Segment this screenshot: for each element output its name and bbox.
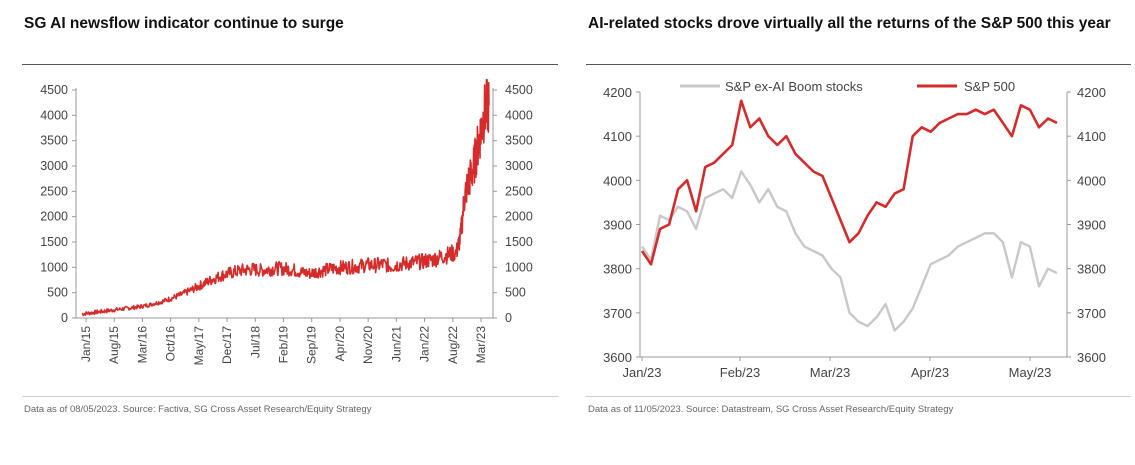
y-right-tick-label: 0 [505,311,512,325]
x-tick-label: Nov/20 [361,326,375,364]
x-tick-label: Mar/23 [810,365,850,380]
right-chart-panel: AI-related stocks drove virtually all th… [580,0,1135,451]
sp500-series-line [640,99,1058,266]
x-tick-label: May/23 [1009,365,1052,380]
left-chart-plot: 0 500 1000 1500 2000 2500 3000 3500 4000 4500 0 500… [40,78,533,366]
x-tick-label: Jun/21 [389,326,403,362]
y-left-tick-label: 4200 [603,85,632,100]
x-tick-label: Mar/16 [135,326,149,364]
left-source-rule [22,396,558,397]
left-chart-title: SG AI newsflow indicator continue to sur… [24,15,344,32]
right-chart-source: Data as of 11/05/2023. Source: Datastrea… [588,404,954,415]
y-right-tick-label: 3800 [1077,262,1106,277]
newsflow-series-line [81,78,490,317]
x-tick-label: Feb/23 [720,365,760,380]
x-tick-label: Apr/20 [333,326,347,362]
y-right-tick-label: 3700 [1077,306,1106,321]
y-left-tick-label: 4000 [40,108,68,122]
x-tick-label: Sep/19 [305,326,319,364]
y-left-tick-label: 3500 [40,134,68,148]
y-right-tick-label: 4200 [1077,85,1106,100]
x-tick-label: Aug/22 [446,326,460,364]
y-left-tick-label: 500 [47,286,68,300]
y-left-tick-label: 3000 [40,159,68,173]
y-right-tick-label: 2000 [505,210,533,224]
x-tick-label: Mar/23 [474,326,488,364]
x-tick-label: May/17 [192,326,206,366]
y-left-tick-label: 4000 [603,173,632,188]
y-right-tick-label: 3500 [505,134,533,148]
left-chart-source: Data as of 08/05/2023. Source: Factiva, … [24,404,372,415]
x-tick-label: Apr/23 [911,365,949,380]
y-left-tick-label: 2500 [40,184,68,198]
x-tick-label: Jul/18 [248,326,262,358]
y-left-tick-label: 4100 [603,129,632,144]
right-chart-plot: 3600 3700 3800 3900 4000 4100 4200 3600 3700 3800… [603,79,1106,380]
x-tick-label: Feb/19 [277,326,291,364]
x-tick-label: Jan/23 [622,365,661,380]
legend-label: S&P ex-AI Boom stocks [725,79,863,94]
right-source-rule [586,396,1131,397]
y-right-tick-label: 3000 [505,159,533,173]
y-left-tick-label: 2000 [40,210,68,224]
y-right-tick-label: 4000 [1077,173,1106,188]
y-left-tick-label: 3600 [603,350,632,365]
x-tick-label: Aug/15 [107,326,121,364]
y-left-tick-label: 4500 [40,83,68,97]
right-chart-title: AI-related stocks drove virtually all th… [588,15,1111,32]
left-chart-panel: SG AI newsflow indicator continue to sur… [0,0,560,451]
y-right-tick-label: 1000 [505,260,533,274]
y-left-tick-label: 0 [61,311,68,325]
y-left-tick-label: 3700 [603,306,632,321]
x-tick-label: Jan/22 [418,326,432,362]
y-right-tick-label: 4500 [505,83,533,97]
x-tick-label: Dec/17 [220,326,234,364]
y-right-tick-label: 2500 [505,184,533,198]
x-tick-label: Oct/16 [164,326,178,362]
y-left-tick-label: 3800 [603,262,632,277]
y-right-tick-label: 500 [505,286,526,300]
y-left-tick-label: 3900 [603,218,632,233]
y-right-tick-label: 1500 [505,235,533,249]
y-right-tick-label: 3600 [1077,350,1106,365]
y-right-tick-label: 4100 [1077,129,1106,144]
y-left-tick-label: 1000 [40,260,68,274]
right-title-rule [586,64,1131,65]
x-tick-label: Jan/15 [79,326,93,362]
y-left-tick-label: 1500 [40,235,68,249]
y-right-tick-label: 3900 [1077,218,1106,233]
y-right-tick-label: 4000 [505,108,533,122]
left-title-rule [22,64,558,65]
legend-label: S&P 500 [964,79,1015,94]
sp-ex-ai-series-line [641,170,1058,332]
